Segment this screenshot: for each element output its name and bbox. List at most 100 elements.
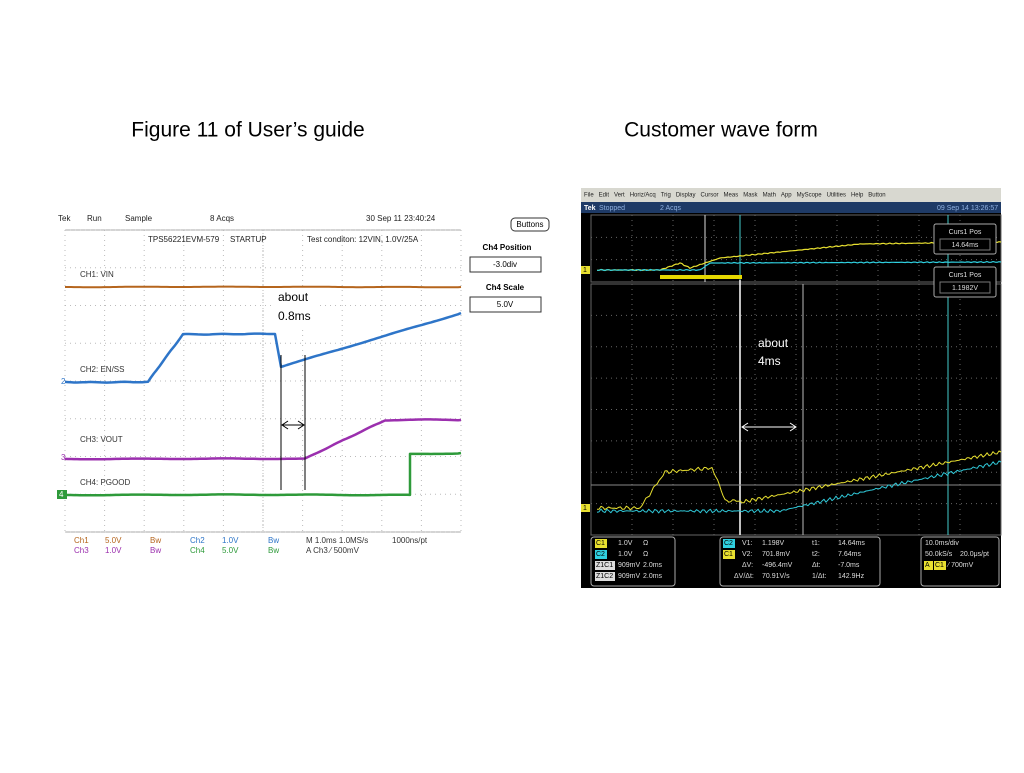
- readout-text: V1:: [742, 540, 753, 547]
- channel-badge: [723, 539, 735, 548]
- menu-item: MyScope: [797, 193, 823, 199]
- waveform: [64, 311, 462, 384]
- waveform: [64, 418, 462, 461]
- trace-marker-box: [581, 504, 590, 512]
- menu-item: Mask: [743, 193, 758, 199]
- subheader-text: TPS56221EVM-579: [148, 235, 220, 244]
- readout-text: 1/Δt:: [812, 573, 826, 580]
- readout-text: -496.4mV: [762, 562, 793, 569]
- waveform: [64, 451, 462, 497]
- annotation-text: 4ms: [758, 354, 781, 368]
- cursor-box-value: 14.64ms: [952, 242, 979, 249]
- value-box: [469, 256, 542, 273]
- menu-item: Edit: [599, 193, 610, 199]
- channel-label: CH2: EN/SS: [80, 365, 124, 374]
- subheader-text: STARTUP: [230, 235, 267, 244]
- status-text: Tek: [584, 205, 596, 212]
- cursor-box-label: Curs1 Pos: [949, 229, 982, 236]
- waveform: [597, 261, 1002, 272]
- readout-text: 909mV: [618, 573, 641, 580]
- menu-item: Utilities: [827, 193, 846, 199]
- panel-label: Ch4 Scale: [486, 283, 525, 292]
- header-text: 8 Acqs: [210, 214, 234, 223]
- left-scope: Tek Run Sample 8 Acqs 30 Sep 11 23:40:24 TPS5…: [57, 212, 550, 567]
- channel-badge: [723, 550, 735, 559]
- menu-item: Meas: [724, 193, 739, 199]
- annotation-text: about: [278, 290, 309, 304]
- trace-marker: 1: [583, 267, 587, 274]
- readout-text: 142.9Hz: [838, 573, 865, 580]
- readout-text: 2.0ms: [643, 562, 663, 569]
- channel-label: CH4: PGOOD: [80, 478, 130, 487]
- waveform: [65, 285, 462, 289]
- arrow-head: [741, 422, 797, 432]
- waveform: [596, 460, 1002, 514]
- status-text: Stopped: [599, 205, 625, 212]
- panel-value: -3.0div: [493, 260, 517, 269]
- annotation-text: 0.8ms: [278, 309, 311, 323]
- readout-text: 1.198V: [762, 540, 785, 547]
- button-box: [510, 217, 550, 232]
- trace-marker: 4: [59, 490, 64, 499]
- readout-text: Ω: [643, 540, 648, 547]
- header-text: Run: [87, 214, 102, 223]
- channel-badge: [595, 539, 607, 548]
- trace-marker: 2: [61, 377, 66, 386]
- readout-text: 70.91V/s: [762, 573, 790, 580]
- readout-text: C2: [724, 540, 733, 547]
- menu-item: Math: [763, 193, 776, 199]
- channel-label: CH3: VOUT: [80, 435, 123, 444]
- menu-item: File: [584, 193, 594, 199]
- footer-text: 1.0V: [105, 546, 122, 555]
- footer-text: Ch4: [190, 546, 205, 555]
- menu-item: App: [781, 193, 792, 199]
- readout-text: Δt:: [812, 562, 821, 569]
- readout-text: 909mV: [618, 562, 641, 569]
- readout-text: 1.0V: [618, 551, 633, 558]
- readout-text: -7.0ms: [838, 562, 860, 569]
- menu-item: Help: [851, 193, 864, 199]
- trace-marker-box: [57, 490, 67, 499]
- readout-box: [920, 536, 1000, 587]
- footer-text: 5.0V: [105, 536, 122, 545]
- cursor-value-box: [939, 238, 991, 251]
- footer-text: Ch2: [190, 536, 205, 545]
- readout-text: 701.8mV: [762, 551, 790, 558]
- menu-item: Cursor: [701, 193, 719, 199]
- readout-text: Ω: [643, 551, 648, 558]
- channel-badge: [595, 550, 607, 559]
- right-scope: File Edit Vert Horiz/Acq Trig Display Cursor Me…: [581, 188, 1002, 588]
- footer-text: Bw: [268, 536, 279, 545]
- readout-text: ΔV:: [742, 562, 753, 569]
- waveform: [596, 450, 1002, 511]
- readout-text: Z1C1: [596, 562, 613, 569]
- footer-text: 5.0V: [222, 546, 239, 555]
- button-text: Buttons: [516, 220, 543, 229]
- right-title: Customer wave form: [624, 119, 818, 142]
- readout-text: 1.0V: [618, 540, 633, 547]
- footer-text: 1000ns/pt: [392, 536, 428, 545]
- readout-text: C1: [724, 551, 733, 558]
- channel-badge: [924, 561, 933, 570]
- status-text: 2 Acqs: [660, 205, 682, 212]
- footer-text: Bw: [150, 546, 161, 555]
- readout-box: [719, 536, 881, 587]
- readout-text: C2: [596, 551, 605, 558]
- footer-text: Ch3: [74, 546, 89, 555]
- readout-text: t1:: [812, 540, 820, 547]
- header-text: 30 Sep 11 23:40:24: [366, 214, 436, 223]
- subheader-text: Test conditon: 12VIN, 1.0V/25A: [307, 235, 419, 244]
- trace-marker: 1: [583, 505, 587, 512]
- readout-text: C1: [935, 562, 944, 569]
- annotation-bg: [275, 289, 317, 327]
- cursor-box-value: 1.1982V: [952, 285, 978, 292]
- channel-badge: [595, 561, 615, 570]
- readout-text: 2.0ms: [643, 573, 663, 580]
- footer-text: A Ch3 ⁄ 500mV: [306, 546, 360, 555]
- channel-badge: [595, 572, 615, 581]
- header-text: Tek: [58, 214, 71, 223]
- zoom-marker: [660, 275, 742, 279]
- status-bar: [581, 202, 1001, 213]
- arrow-head: [281, 420, 305, 430]
